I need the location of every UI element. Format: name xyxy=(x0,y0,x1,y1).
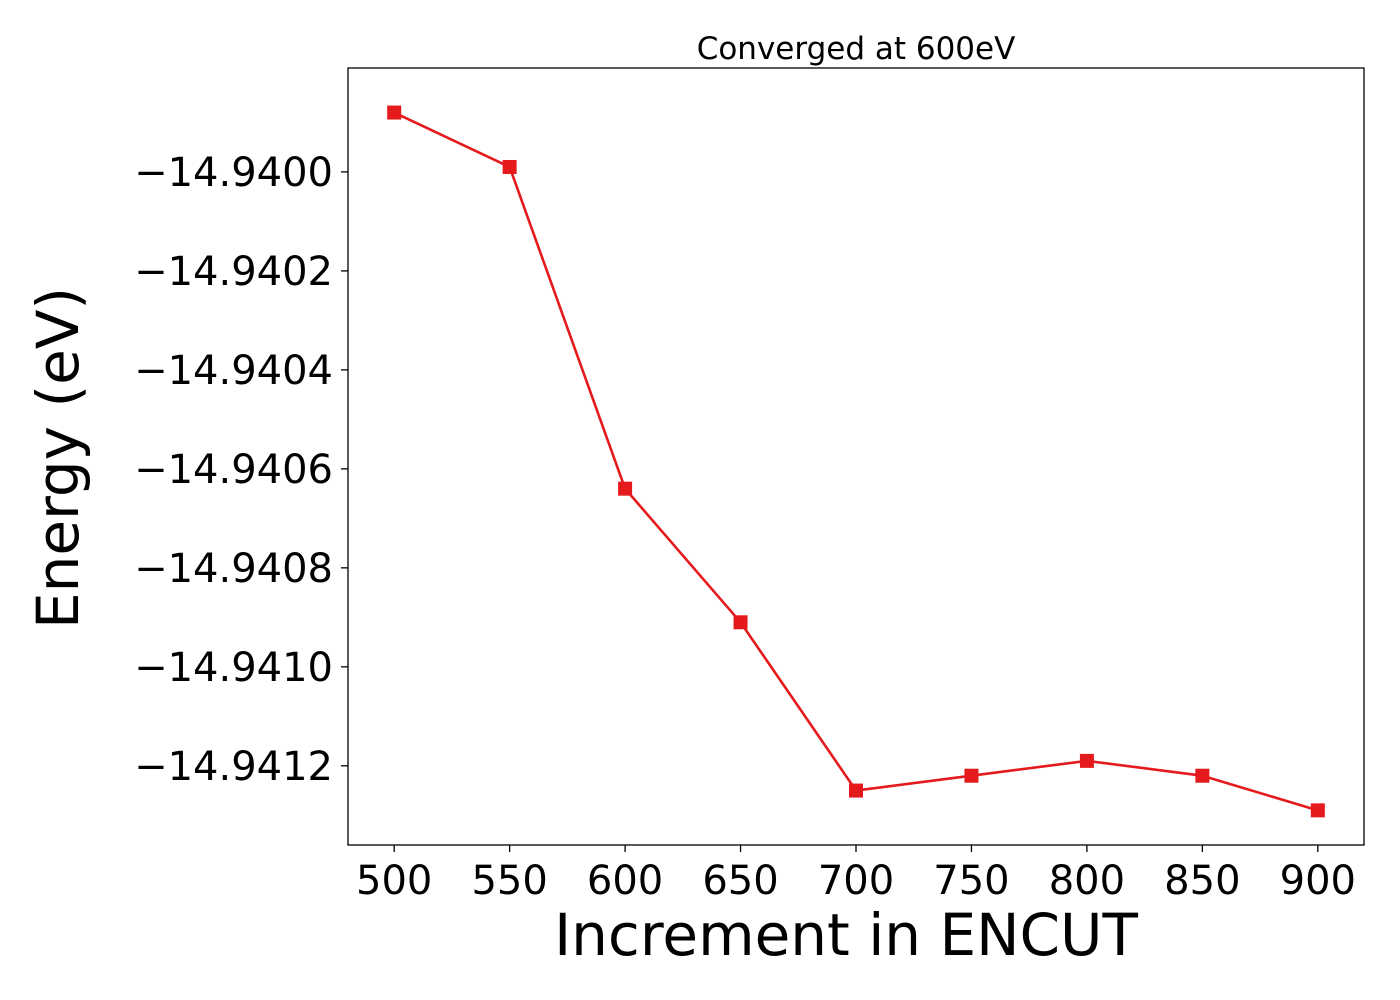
data-point-marker xyxy=(964,768,979,783)
x-tick-label: 750 xyxy=(933,858,1009,904)
data-point-marker xyxy=(1310,803,1325,818)
x-tick-label: 700 xyxy=(818,858,894,904)
y-tick-label: −14.9408 xyxy=(134,546,333,592)
y-axis-label: Energy (eV) xyxy=(24,287,92,629)
y-tick-label: −14.9410 xyxy=(134,645,333,691)
x-tick-label: 850 xyxy=(1164,858,1240,904)
data-point-marker xyxy=(387,105,402,120)
x-tick-label: 900 xyxy=(1280,858,1356,904)
data-point-marker xyxy=(1195,768,1210,783)
chart-title: Converged at 600eV xyxy=(697,31,1016,67)
y-tick-label: −14.9404 xyxy=(134,348,333,394)
data-point-marker xyxy=(502,159,517,174)
y-tick-label: −14.9406 xyxy=(134,447,333,493)
y-tick-label: −14.9412 xyxy=(134,744,333,790)
x-tick-label: 550 xyxy=(471,858,547,904)
x-axis-label: Increment in ENCUT xyxy=(554,901,1138,969)
y-tick-labels: −14.9400 −14.9402 −14.9404 −14.9406 −14.9408… xyxy=(134,150,333,790)
tick-marks xyxy=(341,171,1319,852)
data-point-marker xyxy=(733,615,748,630)
x-tick-label: 600 xyxy=(587,858,663,904)
y-tick-label: −14.9402 xyxy=(134,249,333,295)
x-tick-label: 650 xyxy=(702,858,778,904)
x-tick-labels: 500 550 600 650 700 750 800 850 900 xyxy=(356,858,1356,904)
data-point-marker xyxy=(1079,753,1094,768)
data-point-marker xyxy=(849,783,863,798)
data-point-marker xyxy=(618,481,633,496)
x-tick-label: 800 xyxy=(1049,858,1125,904)
y-tick-label: −14.9400 xyxy=(134,150,333,196)
series-layer xyxy=(387,105,1325,818)
plot-frame xyxy=(347,67,1365,846)
x-tick-label: 500 xyxy=(356,858,432,904)
